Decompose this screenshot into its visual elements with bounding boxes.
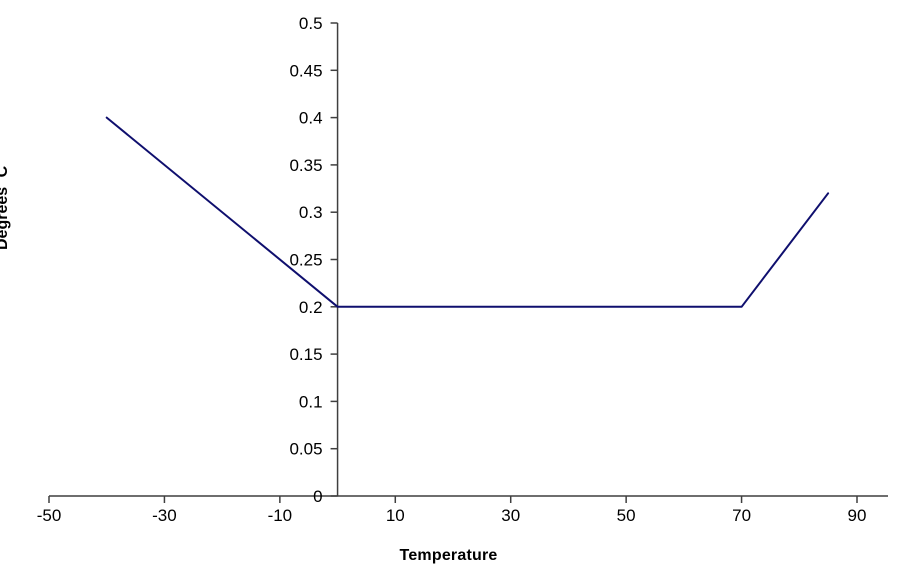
y-tick-label: 0.1 <box>299 392 323 411</box>
x-tick-label: -30 <box>152 506 177 525</box>
y-tick-label: 0.35 <box>289 156 322 175</box>
x-tick-label: 90 <box>848 506 867 525</box>
x-tick-label: -10 <box>268 506 293 525</box>
series-line <box>105 116 830 308</box>
y-tick-label: 0 <box>313 487 322 506</box>
y-tick-label: 0.4 <box>299 109 323 128</box>
y-axis-title: Degrees C <box>0 166 11 250</box>
y-tick-label: 0.15 <box>289 345 322 364</box>
y-tick-label: 0.5 <box>299 14 323 33</box>
x-tick-label: 30 <box>501 506 520 525</box>
y-tick-label: 0.45 <box>289 61 322 80</box>
x-tick-label: 50 <box>617 506 636 525</box>
y-tick-label: 0.25 <box>289 251 322 270</box>
x-tick-label: 10 <box>386 506 405 525</box>
y-tick-label: 0.05 <box>289 440 322 459</box>
x-tick-label: -50 <box>37 506 62 525</box>
y-tick-label: 0.2 <box>299 298 323 317</box>
x-axis-title: Temperature <box>399 547 498 564</box>
x-tick-label: 70 <box>732 506 751 525</box>
y-tick-label: 0.3 <box>299 203 323 222</box>
